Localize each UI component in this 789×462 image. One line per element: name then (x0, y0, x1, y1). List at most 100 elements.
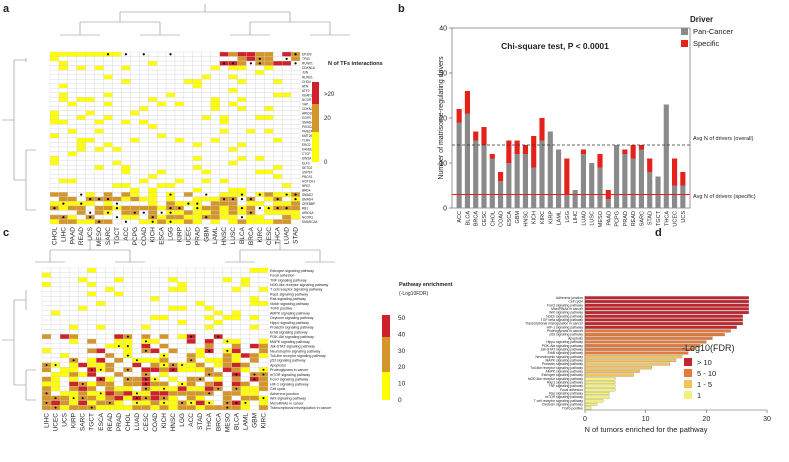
heatmap-cell (281, 196, 292, 202)
row-label-a: SETD2 (302, 166, 313, 170)
heatmap-cell (141, 329, 151, 335)
heatmap-cell (201, 106, 211, 111)
legend-tick-c: 40 (398, 331, 406, 338)
heatmap-cell (114, 362, 124, 368)
heatmap-cell (148, 69, 158, 75)
x-tick-label-b: LIHC (573, 211, 579, 224)
heatmap-cell (219, 160, 229, 166)
heatmap-cell (112, 210, 122, 216)
heatmap-cell (132, 324, 142, 330)
heatmap-cell (50, 343, 61, 349)
heatmap-cell (96, 282, 106, 288)
heatmap-cell (186, 300, 196, 307)
heatmap-cell (68, 315, 79, 321)
heatmap-cell (231, 282, 242, 288)
heatmap-cell (114, 282, 124, 288)
heatmap-cell (258, 376, 269, 382)
heatmap-cell (195, 338, 205, 344)
heatmap-cell (67, 133, 77, 139)
heatmap-cell (49, 178, 60, 184)
heatmap-cell (228, 115, 238, 121)
heatmap-cell (249, 329, 260, 335)
heatmap-dot (142, 211, 145, 214)
heatmap-cell (123, 329, 133, 335)
bar-pan-cancer (481, 145, 487, 208)
heatmap-cell (237, 151, 247, 157)
heatmap-cell (192, 128, 202, 134)
heatmap-cell (264, 137, 274, 143)
heatmap-cell (210, 60, 220, 66)
heatmap-dot (235, 373, 238, 376)
heatmap-cell (150, 405, 160, 411)
heatmap-dot (90, 368, 93, 371)
heatmap-cell (121, 79, 131, 84)
heatmap-cell (237, 124, 247, 130)
heatmap-cell (219, 169, 229, 175)
bar-pan-cancer (605, 199, 611, 208)
heatmap-cell (264, 155, 274, 161)
heatmap-cell (240, 338, 251, 344)
heatmap-cell (213, 315, 223, 321)
heatmap-cell (78, 315, 88, 321)
heatmap-cell (231, 315, 242, 321)
heatmap-dot (262, 397, 265, 400)
heatmap-cell (121, 124, 131, 130)
heatmap-cell (249, 319, 260, 325)
heatmap-cell (222, 362, 232, 368)
heatmap-cell (103, 119, 113, 125)
heatmap-cell (255, 174, 265, 179)
heatmap-cell (112, 151, 122, 157)
heatmap-cell (148, 56, 158, 62)
heatmap-cell (123, 348, 133, 354)
heatmap-cell (156, 178, 167, 184)
heatmap-cell (139, 69, 149, 75)
heatmap-cell (130, 65, 140, 71)
heatmap-cell (139, 214, 149, 220)
heatmap-cell (273, 65, 283, 71)
heatmap-dot (258, 207, 261, 210)
heatmap-cell (174, 133, 185, 139)
heatmap-cell (114, 300, 124, 307)
heatmap-cell (264, 106, 274, 111)
row-label-a: KANSL1 (302, 148, 314, 152)
heatmap-cell (121, 192, 131, 198)
heatmap-cell (148, 65, 158, 71)
heatmap-cell (94, 205, 104, 211)
x-tick-label-b: KIRP (548, 211, 554, 224)
heatmap-cell (228, 187, 238, 193)
heatmap-cell (87, 390, 97, 396)
bar-pan-cancer (489, 158, 495, 208)
heatmap-cell (114, 376, 124, 382)
heatmap-cell (177, 310, 187, 316)
heatmap-dot (253, 378, 256, 381)
heatmap-cell (76, 196, 86, 202)
heatmap-cell (201, 160, 211, 166)
heatmap-cell (168, 371, 178, 378)
heatmap-cell (201, 110, 211, 116)
heatmap-dot (235, 401, 238, 404)
heatmap-dot (226, 340, 229, 343)
heatmap-cell (290, 169, 301, 175)
heatmap-cell (156, 201, 167, 207)
heatmap-cell (139, 56, 149, 62)
heatmap-cell (156, 160, 167, 166)
heatmap-cell (130, 83, 140, 89)
heatmap-cell (114, 277, 124, 283)
heatmap-dot (81, 397, 84, 400)
heatmap-cell (255, 133, 265, 139)
heatmap-cell (76, 74, 86, 80)
heatmap-cell (228, 151, 238, 157)
heatmap-cell (240, 267, 251, 273)
row-label-a: SMAD2 (302, 193, 313, 197)
bar-pathway (584, 347, 695, 351)
heatmap-cell (219, 88, 229, 93)
heatmap-cell (183, 160, 194, 166)
heatmap-cell (87, 286, 97, 292)
heatmap-cell (159, 343, 169, 349)
heatmap-cell (240, 367, 251, 373)
heatmap-cell (139, 110, 149, 116)
heatmap-cell (85, 79, 95, 84)
heatmap-cell (85, 183, 95, 188)
heatmap-cell (94, 115, 104, 121)
heatmap-cell (114, 348, 124, 354)
